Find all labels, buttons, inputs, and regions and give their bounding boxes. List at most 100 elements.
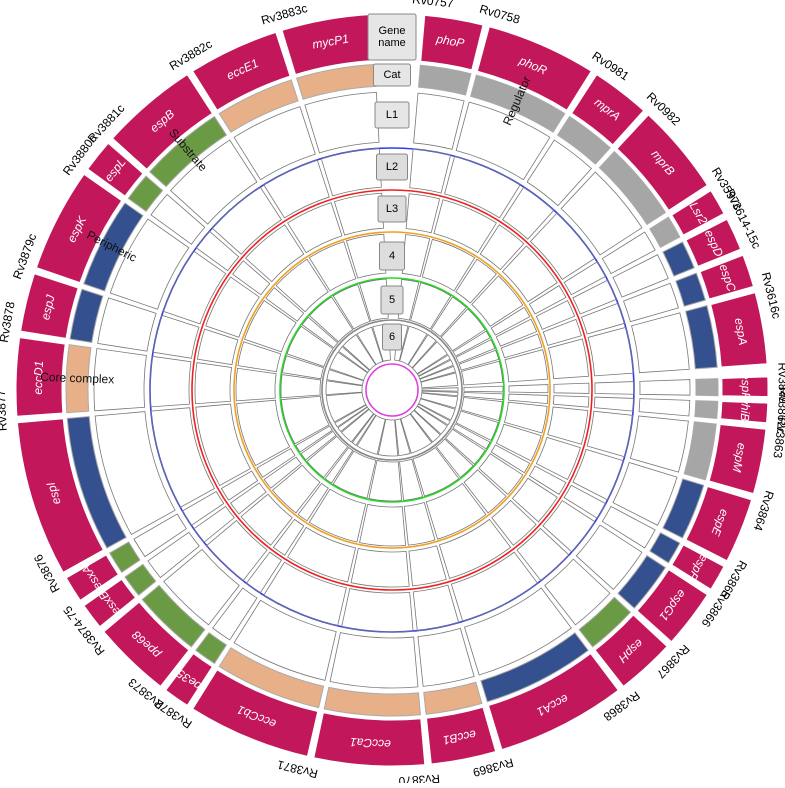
track-cell [149, 355, 192, 408]
track-cell [399, 325, 428, 366]
category-sector [578, 596, 632, 648]
track-cell [463, 385, 504, 393]
category-sector [683, 421, 717, 481]
track-cell [97, 297, 157, 352]
track-cell [479, 224, 525, 271]
track-cell [334, 404, 368, 428]
track-cell [245, 224, 305, 283]
track-cell [304, 91, 380, 154]
track-cell [401, 234, 431, 277]
track-cell [452, 330, 491, 357]
track-cell [435, 438, 474, 479]
track-cell [243, 299, 297, 353]
gene-sector [16, 418, 105, 573]
track-cell [405, 193, 441, 234]
legend-label-box: 5 [389, 294, 395, 306]
gene-name: eccD1 [31, 360, 46, 394]
track-cell [581, 302, 626, 335]
legend-label: 4 [388, 250, 396, 262]
track-baseline [321, 319, 463, 461]
track-cell [359, 278, 389, 322]
track-cell [455, 258, 497, 304]
category-sector [675, 272, 706, 307]
category-sector [662, 241, 695, 277]
track-cell [563, 484, 607, 519]
track-cell [280, 374, 322, 399]
track-cell [444, 428, 486, 465]
track-cell [572, 448, 624, 501]
track-cell [265, 287, 305, 322]
gene-sector [721, 376, 769, 398]
track-cell [623, 282, 679, 323]
track-cell [458, 349, 500, 371]
category-sector [649, 216, 681, 248]
gene-locus: Rv3877 [0, 389, 10, 431]
gene-sector [313, 712, 426, 767]
track-cell [411, 341, 448, 375]
gene-sector [487, 652, 619, 751]
track-cell [508, 384, 549, 394]
gene-locus: Rv3863 [770, 416, 785, 459]
gene-sector [594, 614, 668, 687]
track-cell [194, 362, 233, 405]
gene-sector [192, 669, 319, 757]
track-cell [412, 584, 460, 632]
track-cell [329, 351, 368, 381]
track-baseline [279, 277, 505, 503]
track-cell [421, 387, 459, 392]
gene-sector [616, 114, 709, 211]
legend-label-box: Gene name [378, 25, 406, 49]
track-cell [516, 527, 570, 582]
track-cell [418, 359, 454, 380]
track-cell [490, 444, 531, 474]
track-cell [356, 414, 386, 455]
track-cell [444, 155, 521, 219]
track-cell [416, 403, 451, 426]
track-cell [420, 392, 459, 409]
track-cell [351, 413, 377, 446]
track-cell [342, 334, 377, 371]
track-cell [271, 464, 321, 514]
track-cell [409, 148, 452, 194]
legend-label: Cat [383, 69, 401, 81]
track-cell [495, 318, 538, 347]
track-cell [413, 92, 465, 150]
track-cell [196, 328, 239, 366]
track-cell [587, 326, 634, 377]
track-cell [162, 250, 227, 325]
track-cell [377, 418, 399, 457]
track-cell [501, 245, 558, 303]
gene-locus: Rv3883c [260, 1, 309, 28]
legend-box [374, 101, 410, 129]
legend-label-box: Cat [383, 69, 401, 81]
track-cell [287, 526, 357, 583]
gene-sector [111, 73, 213, 170]
category-sector [83, 202, 144, 292]
track-cell [594, 381, 635, 395]
legend-box [380, 285, 404, 315]
track-cell [542, 500, 596, 553]
track-cell [397, 278, 420, 321]
track-cell [325, 380, 363, 396]
track-cell [563, 261, 607, 296]
track-cell [147, 531, 200, 579]
gene-locus: Rv3864 [751, 489, 777, 533]
track-cell [280, 395, 330, 445]
gene-sector [87, 142, 144, 197]
gene-locus: Rv3616c [759, 271, 784, 320]
track-cell [638, 398, 691, 417]
track-cell [326, 369, 364, 386]
track-cell [281, 355, 325, 380]
gene-sector [65, 554, 120, 601]
gene-locus: Rv3862c [774, 386, 785, 434]
track-cell [301, 316, 339, 349]
track-cell [403, 501, 436, 546]
track-cell [109, 218, 190, 310]
track-cell [464, 587, 572, 676]
gene-sector [425, 706, 497, 765]
category-sector [323, 686, 421, 717]
gene-locus: Rv3870 [398, 771, 441, 783]
track-cell [413, 405, 448, 435]
gene-sector [720, 400, 769, 424]
